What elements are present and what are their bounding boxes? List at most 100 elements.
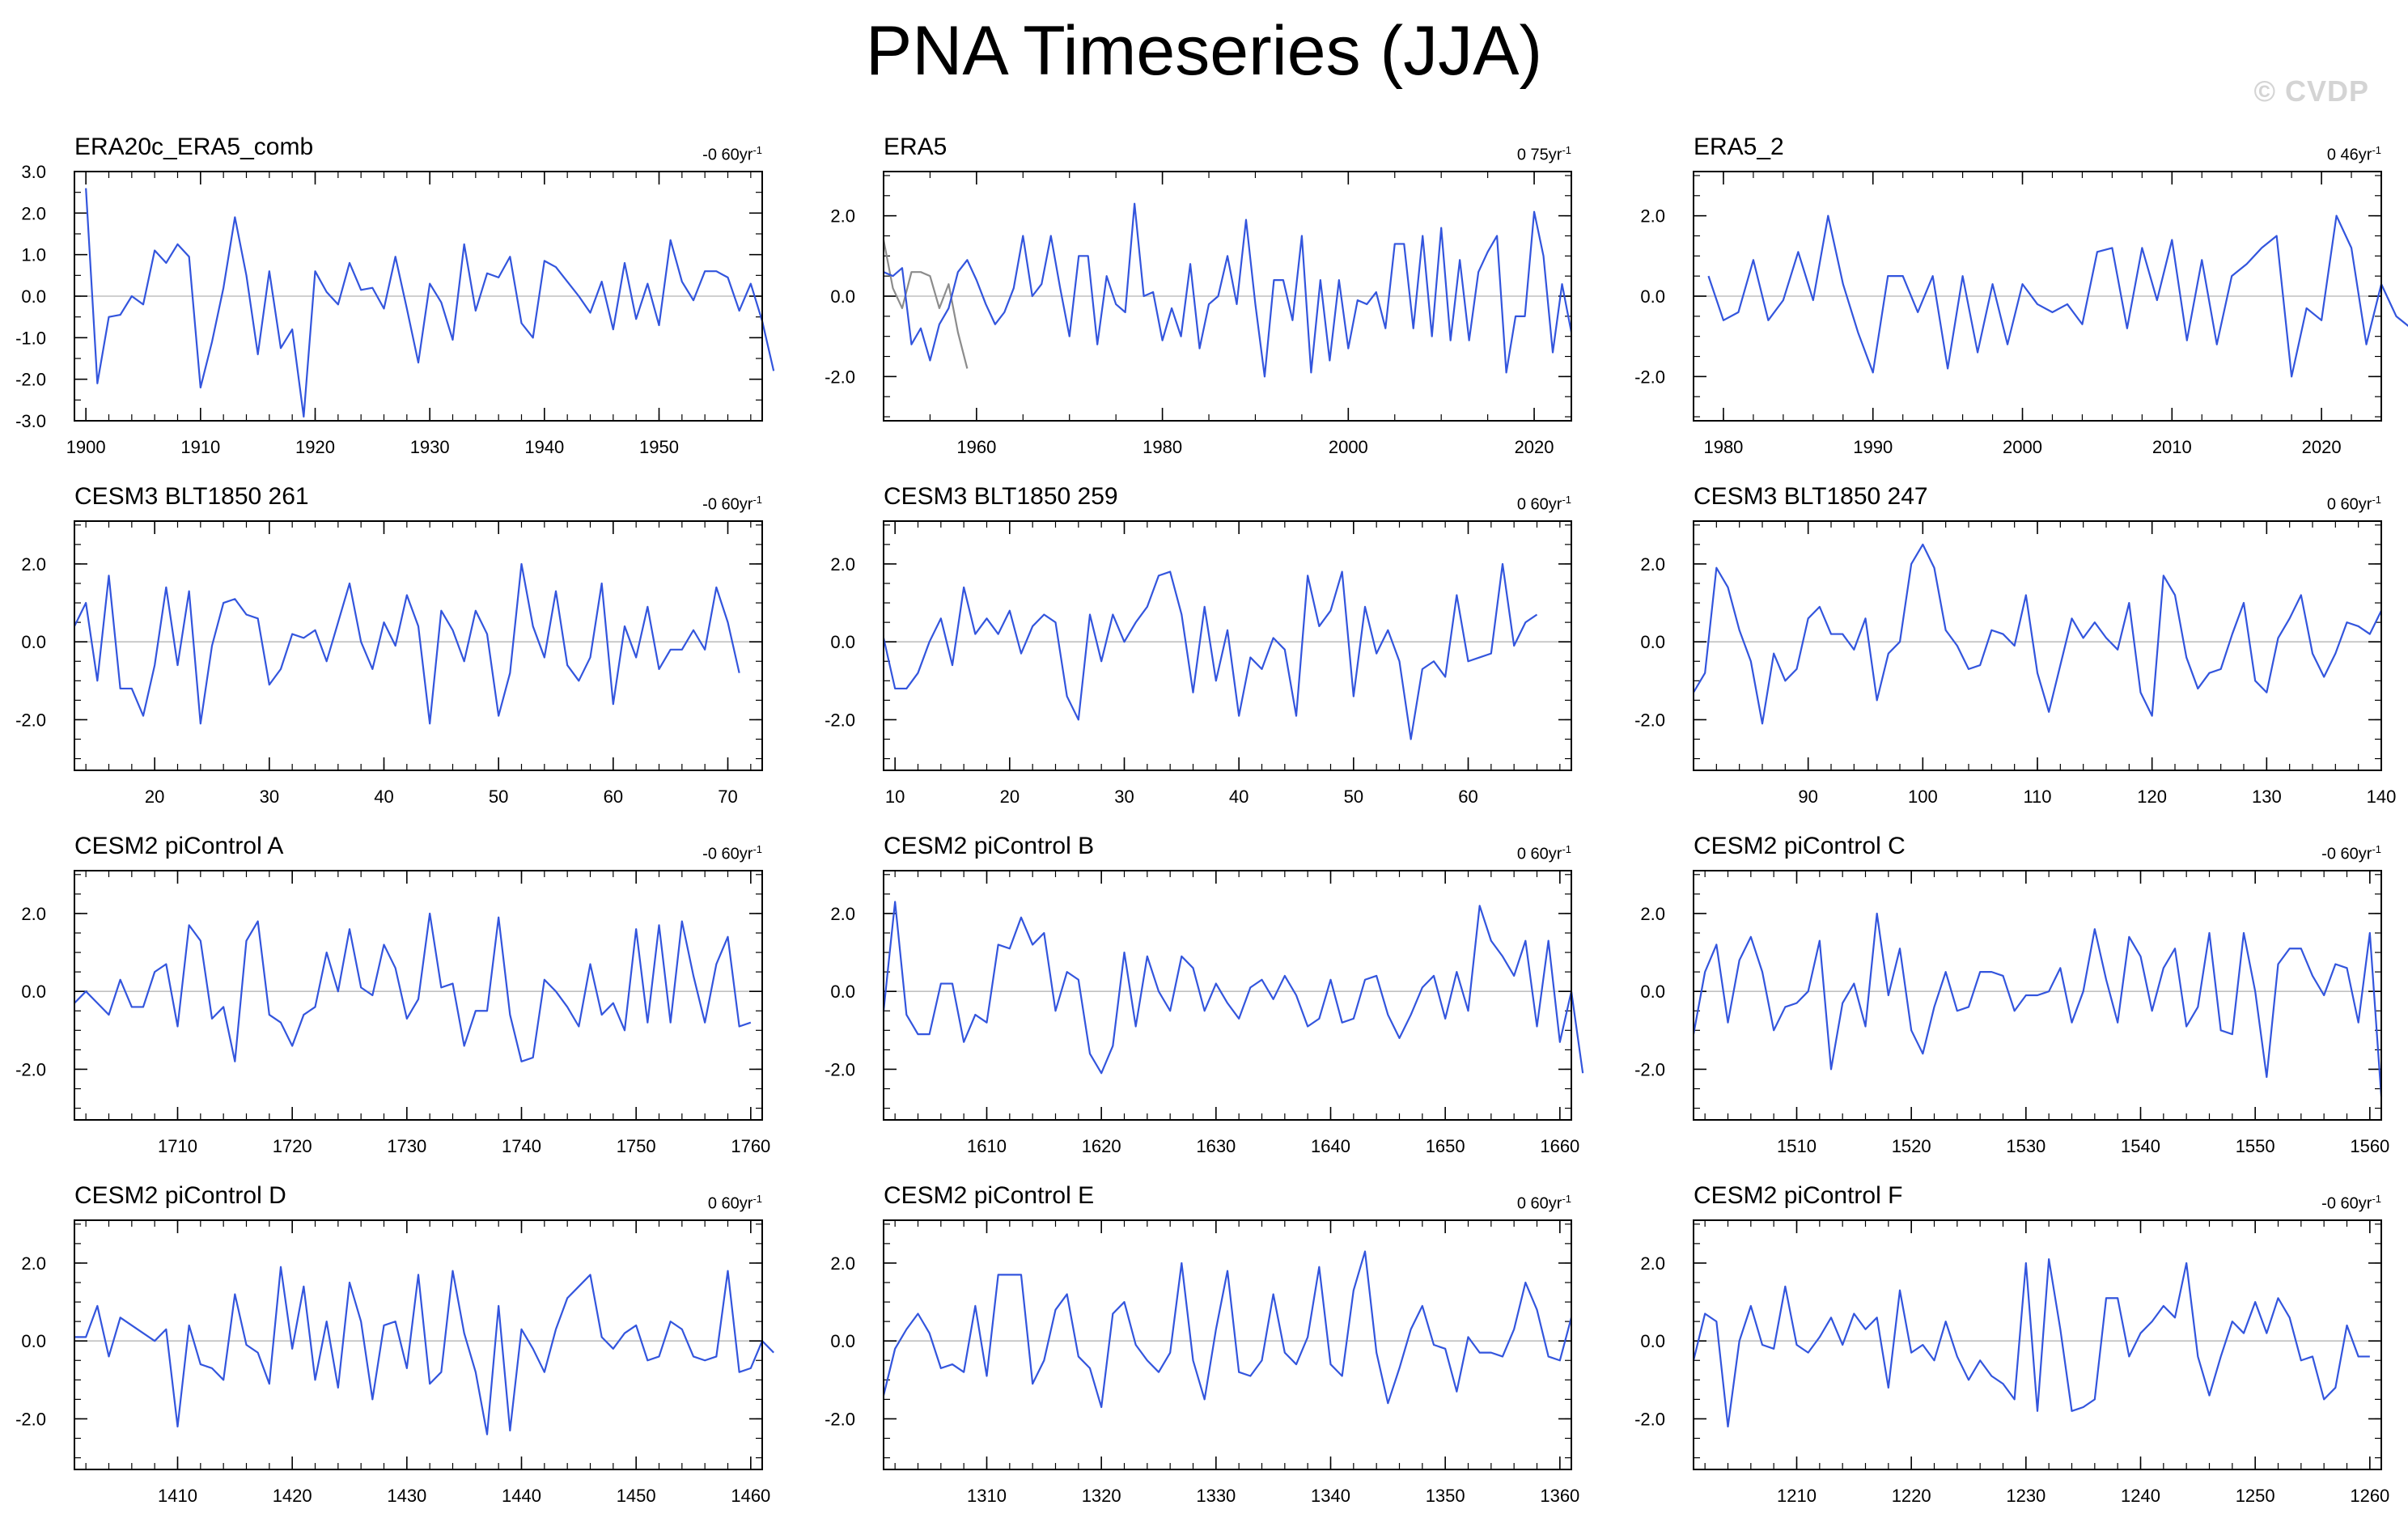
panel-title: CESM2 piControl F (1694, 1182, 1903, 1209)
y-tick-label: 2.0 (830, 206, 855, 227)
trend-value: 0 60 (1516, 845, 1549, 863)
page-title: PNA Timeseries (JJA) (865, 12, 1543, 90)
plot-frame (883, 1219, 1572, 1470)
y-tick-label: 0.0 (830, 632, 855, 652)
trend-value: 0 46 (2326, 146, 2359, 164)
x-tick-label: 1460 (731, 1486, 770, 1506)
x-tick-label: 1720 (273, 1136, 312, 1156)
panel-title: CESM2 piControl D (74, 1182, 286, 1209)
x-tick-label: 1760 (731, 1136, 770, 1156)
y-tick-label: -2.0 (15, 710, 46, 730)
y-tick-label: -2.0 (1634, 1409, 1665, 1429)
trend-unit: yr (2358, 146, 2372, 164)
chart-panel-9: 1510 1520 1530 1540 1550 1560 -2.0 0.0 2.0 (1634, 870, 2389, 1156)
trend-label: 0 60yr-1 (1517, 490, 1571, 515)
panel-title: CESM3 BLT1850 259 (884, 483, 1118, 510)
y-tick-label: -2.0 (15, 370, 46, 390)
trend-unit: yr (1548, 1194, 1562, 1213)
x-tick-label: 20 (145, 787, 164, 807)
trend-value: 0 60 (2326, 495, 2359, 514)
x-tick-label: 50 (1344, 787, 1363, 807)
y-tick-label: -2.0 (825, 367, 855, 387)
trend-value: -0 60 (2321, 1194, 2359, 1213)
y-tick-label: 1.0 (21, 245, 46, 265)
plot-frame (1693, 870, 2382, 1121)
plot-frame (74, 870, 763, 1121)
x-tick-label: 1320 (1082, 1486, 1121, 1506)
trend-value: -0 60 (702, 495, 740, 514)
y-tick-label: 0.0 (830, 286, 855, 307)
y-tick-label: -2.0 (825, 1409, 855, 1429)
x-tick-label: 1360 (1540, 1486, 1579, 1506)
trend-unit-exponent: -1 (2372, 494, 2381, 506)
y-tick-label: 2.0 (1640, 1253, 1665, 1274)
panel-title: CESM2 piControl C (1694, 833, 1906, 859)
x-tick-label: 1550 (2236, 1136, 2275, 1156)
x-tick-label: 1250 (2236, 1486, 2275, 1506)
trend-unit: yr (2358, 495, 2372, 514)
trend-unit-exponent: -1 (752, 843, 762, 855)
x-tick-label: 140 (2367, 787, 2397, 807)
trend-label: -0 60yr-1 (702, 840, 762, 864)
y-tick-label: -2.0 (1634, 367, 1665, 387)
x-tick-label: 1960 (956, 437, 996, 457)
x-tick-label: 1220 (1892, 1486, 1931, 1506)
x-tick-label: 2020 (1515, 437, 1554, 457)
trend-label: 0 46yr-1 (2327, 141, 2381, 165)
plot-frame (883, 171, 1572, 422)
x-tick-label: 1520 (1892, 1136, 1931, 1156)
trend-value: -0 60 (702, 845, 740, 863)
chart-panel-5: 10 20 30 40 50 60 -2.0 0.0 2.0 (825, 520, 1572, 807)
series-line (85, 188, 775, 418)
chart-panel-10: 1410 1420 1430 1440 1450 1460 -2.0 0.0 2.0 (15, 1219, 774, 1506)
x-tick-label: 1350 (1426, 1486, 1465, 1506)
series-line (883, 202, 1573, 378)
y-tick-label: 0.0 (21, 1331, 46, 1351)
x-tick-label: 110 (2023, 787, 2051, 807)
x-tick-label: 1510 (1777, 1136, 1817, 1156)
y-tick-label: 2.0 (830, 904, 855, 924)
x-tick-label: 1540 (2121, 1136, 2160, 1156)
x-tick-label: 10 (885, 787, 905, 807)
y-tick-label: 0.0 (1640, 982, 1665, 1002)
x-tick-label: 1650 (1426, 1136, 1465, 1156)
x-tick-label: 40 (374, 787, 393, 807)
y-tick-label: 2.0 (21, 554, 46, 575)
series-line (1692, 912, 2383, 1097)
trend-unit-exponent: -1 (1562, 144, 1571, 156)
y-tick-label: -2.0 (825, 1059, 855, 1079)
trend-unit: yr (2358, 1194, 2372, 1213)
trend-unit-exponent: -1 (752, 144, 762, 156)
series-line (1707, 214, 2408, 378)
x-tick-label: 120 (2137, 787, 2167, 807)
chart-panel-12: 1210 1220 1230 1240 1250 1260 -2.0 0.0 2.0 (1634, 1219, 2389, 1506)
plot-frame (1693, 171, 2382, 422)
trend-label: -0 60yr-1 (2321, 840, 2381, 864)
x-tick-label: 20 (1000, 787, 1020, 807)
plot-frame (883, 520, 1572, 771)
y-tick-label: 0.0 (1640, 286, 1665, 307)
trend-unit-exponent: -1 (2372, 1193, 2381, 1205)
chart-panel-3: 1980 1990 2000 2010 2020 -2.0 0.0 2.0 (1634, 171, 2408, 457)
panel-title: CESM3 BLT1850 261 (74, 483, 309, 510)
series-line (882, 562, 1538, 740)
trend-unit: yr (739, 495, 753, 514)
x-tick-label: 1740 (502, 1136, 541, 1156)
trend-unit-exponent: -1 (1562, 1193, 1571, 1205)
y-tick-label: 2.0 (21, 203, 46, 223)
panel-title: CESM2 piControl B (884, 833, 1095, 859)
panel-title: CESM3 BLT1850 247 (1694, 483, 1928, 510)
trend-label: 0 75yr-1 (1517, 141, 1571, 165)
panel-title: ERA5 (884, 134, 948, 160)
x-tick-label: 100 (1908, 787, 1938, 807)
trend-unit: yr (2358, 845, 2372, 863)
x-tick-label: 2010 (2152, 437, 2192, 457)
series-line (74, 562, 740, 725)
series-line-secondary (882, 240, 969, 369)
trend-label: 0 60yr-1 (708, 1189, 762, 1214)
y-tick-label: -3.0 (15, 411, 46, 431)
x-tick-label: 1440 (502, 1486, 541, 1506)
panel-title: ERA5_2 (1694, 134, 1784, 160)
series-line (882, 1250, 1573, 1409)
plot-frame (883, 870, 1572, 1121)
